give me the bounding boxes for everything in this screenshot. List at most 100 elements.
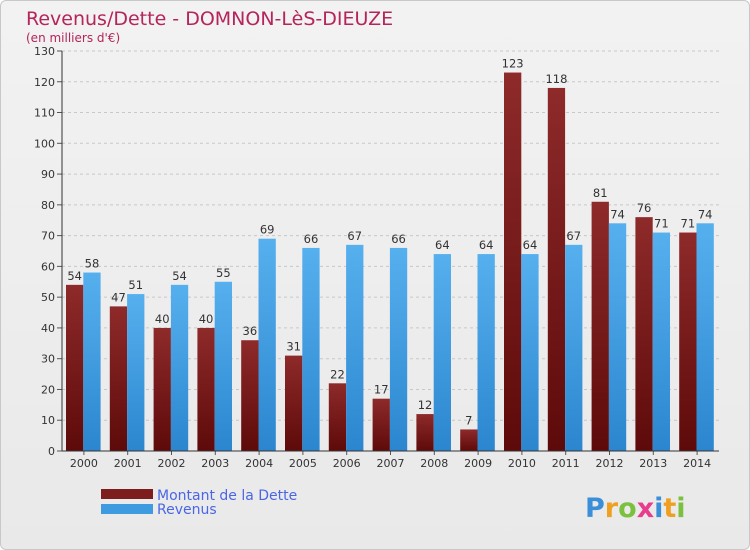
x-tick-label: 2011 — [552, 457, 580, 470]
data-label-revenus-2008: 64 — [435, 238, 450, 252]
bar-dette-2011 — [547, 87, 566, 451]
bar-dette-2010 — [504, 72, 522, 452]
data-label-dette-2009: 7 — [465, 413, 472, 427]
axes — [61, 51, 719, 452]
x-tick-label: 2005 — [289, 457, 317, 470]
y-tick-label: 60 — [41, 260, 55, 273]
legend-label-dette: Montant de la Dette — [157, 488, 297, 504]
logo-letter: i — [676, 493, 685, 524]
bar-revenus-2012 — [608, 223, 627, 451]
bar-revenus-2001 — [127, 294, 145, 451]
y-tick-label: 30 — [41, 353, 55, 366]
data-label-dette-2005: 31 — [286, 340, 301, 354]
data-label-dette-2006: 22 — [330, 367, 345, 381]
y-tick-label: 100 — [34, 137, 55, 150]
bar-revenus-2005 — [302, 247, 320, 451]
logo-letter: o — [618, 493, 637, 524]
legend: Montant de la Dette Revenus — [101, 488, 297, 518]
bar-revenus-2008 — [433, 254, 451, 451]
data-label-dette-2001: 47 — [111, 290, 126, 304]
y-tick-label: 20 — [41, 383, 55, 396]
data-label-dette-2012: 81 — [593, 186, 608, 200]
chart-subtitle: (en milliers d'€) — [26, 31, 120, 45]
legend-swatch-dette — [101, 489, 153, 499]
chart-title: Revenus/Dette - DOMNON-LèS-DIEUZE — [26, 8, 393, 30]
data-label-dette-2008: 12 — [418, 398, 433, 412]
data-label-dette-2014: 71 — [681, 217, 696, 231]
data-label-revenus-2001: 51 — [128, 278, 143, 292]
data-label-revenus-2014: 74 — [698, 207, 713, 221]
logo-letter: i — [654, 493, 663, 524]
x-tick-label: 2008 — [420, 457, 448, 470]
y-tick-label: 120 — [34, 76, 55, 89]
bars — [66, 72, 714, 452]
y-tick-label: 70 — [41, 230, 55, 243]
data-label-revenus-2013: 71 — [654, 217, 669, 231]
data-label-dette-2007: 17 — [374, 383, 389, 397]
data-label-revenus-2012: 74 — [610, 207, 625, 221]
bar-dette-2012 — [591, 201, 609, 451]
x-tick-label: 2003 — [201, 457, 229, 470]
y-axis-ticks: 0 10 20 30 40 50 60 70 80 90 100 110 120 130 — [34, 45, 62, 458]
bar-revenus-2010 — [521, 254, 539, 451]
data-label-dette-2002: 40 — [155, 312, 170, 326]
bar-dette-2014 — [679, 232, 697, 451]
bar-revenus-2011 — [565, 244, 583, 451]
bar-revenus-2013 — [652, 232, 670, 451]
x-axis-ticks: 2000 2001 2002 2003 2004 2005 2006 2007 2008 2009… — [70, 451, 711, 470]
data-label-dette-2010: 123 — [502, 57, 524, 71]
bar-revenus-2002 — [170, 284, 189, 451]
x-tick-label: 2006 — [333, 457, 361, 470]
x-tick-label: 2013 — [639, 457, 667, 470]
logo-letter: P — [585, 493, 605, 524]
bar-revenus-2009 — [477, 254, 495, 451]
data-label-revenus-2009: 64 — [479, 238, 494, 252]
proxiti-logo: Proxiti — [585, 493, 686, 524]
x-tick-label: 2012 — [596, 457, 624, 470]
y-tick-label: 110 — [34, 107, 55, 120]
y-tick-label: 10 — [41, 414, 55, 427]
bar-dette-2001 — [109, 306, 128, 451]
bar-dette-2002 — [153, 327, 171, 451]
bar-revenus-2007 — [389, 247, 408, 451]
bar-revenus-2004 — [258, 238, 276, 451]
bar-dette-2009 — [460, 429, 478, 451]
data-label-revenus-2010: 64 — [523, 238, 538, 252]
data-label-dette-2013: 76 — [637, 201, 652, 215]
data-label-revenus-2006: 67 — [347, 229, 362, 243]
legend-swatch-revenus — [101, 504, 153, 514]
y-tick-label: 40 — [41, 322, 55, 335]
bar-dette-2005 — [285, 355, 303, 451]
y-tick-label: 130 — [34, 45, 55, 58]
bar-dette-2013 — [635, 217, 653, 451]
data-label-revenus-2002: 54 — [172, 269, 187, 283]
x-tick-label: 2000 — [70, 457, 98, 470]
bar-revenus-2014 — [696, 223, 714, 451]
x-tick-label: 2001 — [114, 457, 142, 470]
data-label-dette-2000: 54 — [67, 269, 82, 283]
logo-letter: x — [637, 493, 654, 524]
data-label-revenus-2005: 66 — [304, 232, 319, 246]
data-label-revenus-2011: 67 — [566, 229, 581, 243]
bar-dette-2000 — [66, 284, 84, 451]
y-tick-label: 80 — [41, 199, 55, 212]
legend-label-revenus: Revenus — [157, 502, 217, 518]
bar-revenus-2000 — [83, 272, 101, 451]
data-label-revenus-2004: 69 — [260, 223, 275, 237]
data-label-dette-2003: 40 — [199, 312, 214, 326]
bar-dette-2004 — [241, 340, 259, 451]
y-tick-label: 0 — [48, 445, 55, 458]
x-tick-label: 2010 — [508, 457, 536, 470]
data-label-revenus-2003: 55 — [216, 266, 231, 280]
bar-revenus-2003 — [214, 281, 232, 451]
x-tick-label: 2004 — [245, 457, 273, 470]
data-label-dette-2004: 36 — [243, 324, 258, 338]
y-tick-label: 50 — [41, 291, 55, 304]
data-label-dette-2011: 118 — [545, 72, 567, 86]
x-tick-label: 2007 — [377, 457, 405, 470]
logo-letter: r — [605, 493, 619, 524]
bar-revenus-2006 — [346, 244, 364, 451]
bar-dette-2007 — [372, 398, 390, 451]
x-tick-label: 2014 — [683, 457, 711, 470]
